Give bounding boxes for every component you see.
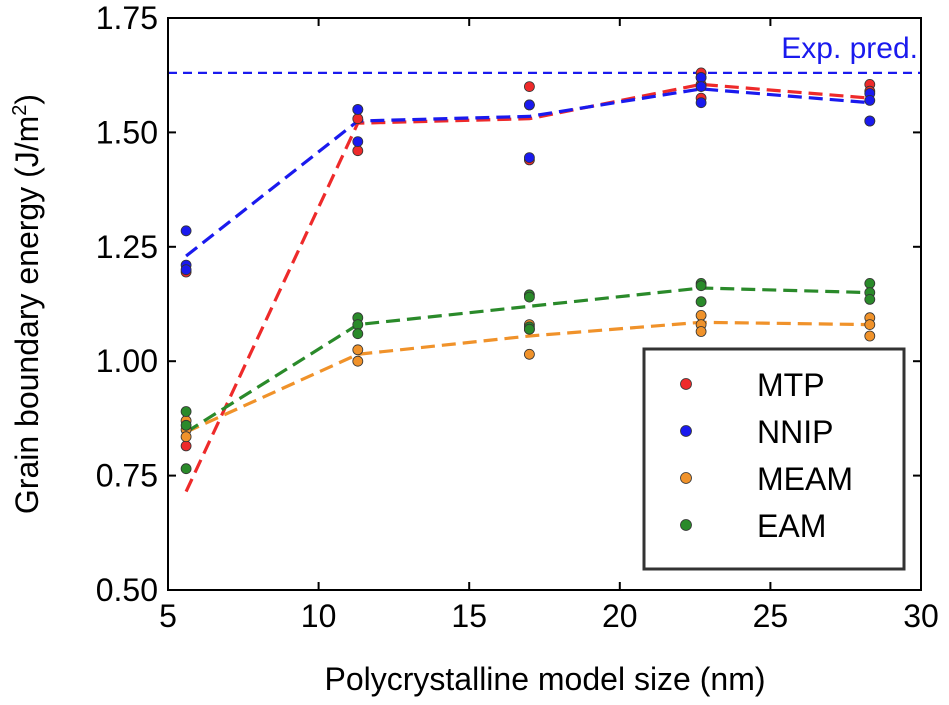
legend-marker-meam [680,472,692,484]
data-point-meam [864,319,876,331]
x-tick-label: 20 [602,598,638,634]
data-point-nnip [695,81,707,92]
legend-marker-eam [680,519,692,531]
data-point-eam [864,277,876,289]
data-point-nnip [180,225,192,237]
data-point-eam [352,328,364,340]
data-point-meam [180,431,192,443]
y-axis-label: Grain boundary energy (J/m2) [9,94,45,514]
data-point-nnip [524,152,535,164]
x-tick-label: 10 [301,598,337,634]
data-point-meam [352,344,364,356]
data-point-eam [180,463,192,475]
data-point-eam [695,296,707,308]
data-point-eam [695,280,707,292]
data-point-eam [180,406,192,417]
data-point-nnip [864,115,876,127]
axis-ticks: 5 10 15 20 25 30 0.50 0.75 1.00 1.25 1.50 1.75 [96,0,939,634]
legend-label-eam: EAM [757,508,826,544]
data-point-eam [524,291,535,303]
trend-line-nnip [185,87,870,258]
data-point-meam [695,309,707,321]
plot-area [168,67,921,493]
x-tick-label: 25 [753,598,789,634]
data-point-nnip [695,97,707,109]
legend-marker-nnip [680,425,692,437]
x-axis-label: Polycrystalline model size (nm) [324,661,765,697]
data-point-eam [180,419,192,431]
reference-line-label: Exp. pred. [781,32,918,65]
y-tick-label: 0.75 [96,458,158,494]
x-tick-label: 5 [159,598,177,634]
data-point-mtp [352,145,364,157]
y-tick-label: 1.00 [96,343,158,379]
data-point-nnip [352,104,364,115]
data-point-nnip [180,264,192,276]
data-point-eam [864,293,876,305]
data-point-meam [864,330,876,342]
trend-line-meam [185,320,870,434]
data-point-meam [524,348,535,360]
data-point-meam [695,326,707,337]
legend-label-nnip: NNIP [757,414,833,450]
axes-frame [167,17,922,591]
legend-label-mtp: MTP [757,367,825,403]
data-point-nnip [695,72,707,83]
data-point-eam [352,319,364,331]
legend-label-meam: MEAM [757,461,853,497]
trend-line-mtp [184,82,870,493]
legend-marker-mtp [680,378,692,390]
data-point-meam [352,355,364,367]
data-point-mtp [352,113,364,125]
legend-items: MTP NNIP MEAM EAM [680,367,853,544]
y-tick-label: 0.50 [96,572,158,608]
data-point-nnip [352,136,364,148]
y-tick-label: 1.75 [96,0,158,36]
data-point-nnip [864,95,876,106]
data-point-mtp [524,81,535,92]
data-point-eam [524,323,535,335]
y-tick-label: 1.50 [96,114,158,150]
trend-line-eam [185,286,870,434]
x-tick-label: 30 [903,598,939,634]
legend: MTP NNIP MEAM EAM [642,347,906,571]
x-tick-label: 15 [451,598,487,634]
data-point-mtp [180,440,192,452]
y-tick-label: 1.25 [96,229,158,265]
data-point-nnip [524,99,535,111]
